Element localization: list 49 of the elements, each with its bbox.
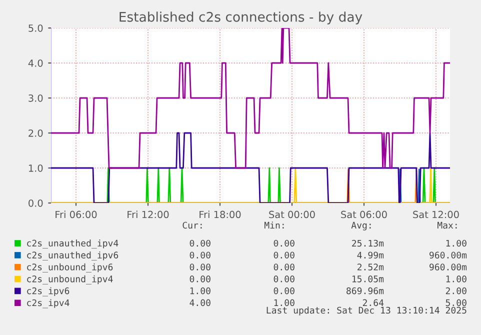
text: 1.00 xyxy=(446,240,466,247)
text: 0.00 xyxy=(274,252,294,259)
text: 15.05m xyxy=(352,275,384,282)
text: 1.00 xyxy=(190,287,210,294)
y-tick-label: 4.0 xyxy=(28,59,43,67)
legend-label: c2s_unauthed_ipv4 xyxy=(27,240,118,249)
text: 960.00m xyxy=(430,264,467,270)
line-series xyxy=(51,28,450,169)
legend-label: c2s_unauthed_ipv6 xyxy=(27,251,118,260)
y-tick-label: 5.0 xyxy=(28,24,43,32)
text: 0.00 xyxy=(190,264,210,270)
text: 0.00 xyxy=(274,240,294,247)
text: 0.00 xyxy=(190,275,210,282)
y-tick-label: 0.0 xyxy=(28,199,43,207)
text: 4.99m xyxy=(357,252,384,259)
x-tick-label: Sat 12:00 xyxy=(413,210,459,218)
text: Cur: xyxy=(182,222,202,229)
legend-label: c2s_unbound_ipv4 xyxy=(27,275,113,284)
text: 2.64 xyxy=(362,299,384,306)
text: 1.00 xyxy=(446,275,466,282)
legend-label: c2s_unbound_ipv6 xyxy=(27,263,113,272)
text: Last update: Sat Dec 13 13:10:14 2025 xyxy=(266,306,466,316)
text: 0.00 xyxy=(274,264,294,270)
x-tick-label: Fri 18:00 xyxy=(200,210,241,218)
text: 25.13m xyxy=(352,240,384,247)
chart-title: Established c2s connections - by day xyxy=(120,12,362,24)
x-tick-label: Sat 06:00 xyxy=(341,210,387,218)
text: 0.00 xyxy=(274,275,294,282)
text: 2.00 xyxy=(446,287,466,294)
text: 0.00 xyxy=(190,252,210,259)
legend-label: c2s_ipv6 xyxy=(27,287,70,296)
y-tick-label: 3.0 xyxy=(28,94,43,102)
text: 869.96m xyxy=(346,287,384,294)
text: 0.00 xyxy=(190,240,210,247)
y-tick-label: 1.0 xyxy=(28,164,43,172)
text: 960.00m xyxy=(430,252,467,259)
text: Avg: xyxy=(351,222,371,230)
x-tick-label: Sat 00:00 xyxy=(269,210,315,218)
x-tick-label: Fri 12:00 xyxy=(128,210,169,218)
y-tick-label: 2.0 xyxy=(28,129,43,137)
text: Min: xyxy=(264,222,284,229)
text: 1.00 xyxy=(274,299,294,306)
text: 4.00 xyxy=(190,299,210,306)
text: 0.00 xyxy=(274,287,294,294)
text: 2.52m xyxy=(357,264,384,270)
text: 5.00 xyxy=(446,299,466,306)
x-tick-label: Fri 06:00 xyxy=(56,210,97,218)
legend-label: c2s_ipv4 xyxy=(27,299,70,308)
text: Max: xyxy=(438,222,457,229)
